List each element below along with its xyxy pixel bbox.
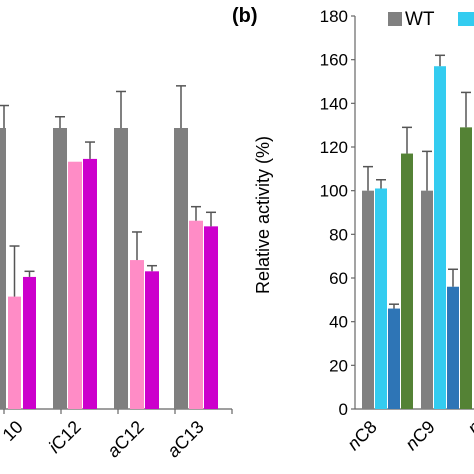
legend-label-wt: WT (405, 9, 435, 30)
error-bar-a-c2-s0 (116, 90, 126, 128)
bar-a-c0-s1 (8, 296, 21, 409)
error-bar-b-s2-c1 (448, 268, 458, 287)
bar-a-c0-s2 (23, 276, 36, 409)
error-bar-a-c0-s0 (0, 104, 9, 128)
y-tick-label: 0 (339, 400, 348, 419)
error-bar-b-s0-c0 (363, 165, 373, 191)
bar-b-s0-c1 (421, 190, 433, 409)
panel-a-chart: 10 iC12 aC12 aC13 (0, 85, 233, 462)
panel-b-chart: (b) Relative activity (%) 0 20 40 60 80 100 12… (232, 5, 474, 454)
y-tick-label: 40 (329, 313, 348, 332)
legend: WT (388, 9, 474, 30)
legend-swatch-2 (458, 12, 474, 26)
y-tick-label: 180 (320, 7, 348, 26)
error-bar-a-c2-s2 (147, 264, 157, 272)
y-axis-title: Relative activity (%) (253, 136, 273, 294)
bar-b-s0-c0 (362, 190, 374, 409)
y-tick-label: 60 (329, 269, 348, 288)
y-tick-label: 160 (320, 51, 348, 70)
error-bar-a-c2-s1 (132, 231, 142, 261)
x-tick-label-a: 10 (0, 417, 27, 445)
bar-a-c2-s0 (114, 128, 128, 409)
error-bar-a-c0-s2 (24, 270, 35, 277)
x-tick-label-a: iC12 (45, 417, 85, 457)
bar-b-s2-c0 (388, 308, 400, 409)
error-bar-a-c3-s0 (176, 85, 186, 128)
error-bar-a-c1-s2 (85, 141, 95, 159)
bar-a-c3-s1 (189, 220, 203, 409)
y-tick-label: 20 (329, 356, 348, 375)
error-bar-a-c1-s0 (55, 116, 65, 128)
error-bar-b-s3-c0 (402, 126, 412, 154)
error-bar-b-s1-c0 (376, 179, 386, 189)
bar-a-c2-s2 (145, 271, 159, 409)
bar-a-c1-s2 (83, 158, 97, 409)
bar-a-c0-s0 (0, 128, 6, 409)
x-tick-label-b-partial: n (464, 417, 474, 438)
bar-a-c1-s0 (53, 128, 67, 409)
bar-a-c3-s0 (174, 128, 188, 409)
bar-b-s2-c1 (447, 286, 459, 409)
x-tick-label-b: nC9 (401, 417, 438, 454)
legend-swatch-wt (388, 12, 402, 26)
error-bar-b-s1-c1 (435, 54, 445, 67)
bar-b-s3-c1 (460, 127, 472, 409)
error-bar-b-s3-c1 (461, 91, 471, 128)
bar-a-c1-s1 (68, 161, 82, 409)
error-bar-a-c0-s1 (9, 245, 20, 297)
bar-b-s3-c0 (401, 153, 413, 409)
x-tick-label-b: nC8 (343, 417, 380, 454)
bar-a-c3-s2 (204, 226, 218, 409)
error-bar-b-s0-c1 (422, 150, 432, 191)
y-tick-label: 80 (329, 225, 348, 244)
x-tick-label-a: aC13 (163, 417, 208, 462)
error-bar-a-c3-s1 (191, 205, 201, 221)
error-bar-a-c3-s2 (206, 211, 216, 227)
y-tick-label: 120 (320, 138, 348, 157)
bar-b-s1-c0 (375, 188, 387, 409)
panel-b-label: (b) (232, 5, 258, 27)
error-bar-b-s2-c0 (389, 303, 399, 309)
y-tick-label: 140 (320, 94, 348, 113)
bar-a-c2-s1 (130, 260, 144, 409)
x-tick-label-a: aC12 (103, 417, 148, 462)
bar-b-s1-c1 (434, 66, 446, 409)
y-tick-label: 100 (320, 182, 348, 201)
